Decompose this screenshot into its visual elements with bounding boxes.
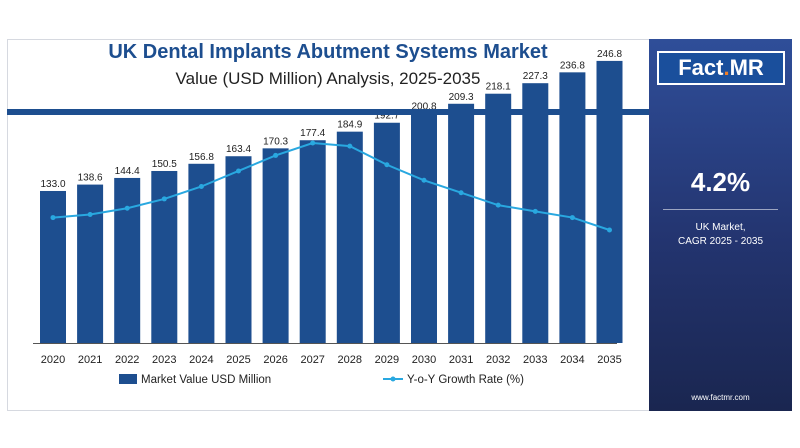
growth-point-2026 bbox=[273, 152, 279, 158]
value-label-2026: 170.3 bbox=[263, 136, 288, 147]
chart-panel: 133.0 138.6 144.4 150.5 156.8 163.4 170.3 177.4… bbox=[7, 39, 649, 411]
bar-2026 bbox=[262, 148, 289, 343]
x-tick-label-2025: 2025 bbox=[226, 354, 250, 366]
bar-2029 bbox=[373, 122, 400, 343]
legend-line-marker bbox=[390, 376, 396, 382]
growth-point-2033 bbox=[532, 208, 538, 214]
growth-point-2027 bbox=[310, 140, 316, 146]
value-label-2028: 184.9 bbox=[337, 120, 362, 131]
bar-2024 bbox=[188, 163, 215, 343]
x-tick-label-2035: 2035 bbox=[597, 354, 621, 366]
x-tick-label-2024: 2024 bbox=[189, 354, 213, 366]
bar-2034 bbox=[559, 72, 586, 344]
chart-svg: 133.0 138.6 144.4 150.5 156.8 163.4 170.3 177.4… bbox=[33, 49, 623, 386]
factmr-logo: Fact. MR bbox=[657, 51, 785, 85]
bar-2035 bbox=[596, 60, 623, 344]
x-tick-label-2031: 2031 bbox=[449, 354, 473, 366]
x-tick-label-2033: 2033 bbox=[523, 354, 547, 366]
logo-dot: . bbox=[723, 55, 730, 80]
legend-bar-swatch bbox=[119, 374, 137, 384]
growth-point-2025 bbox=[236, 168, 241, 174]
logo-suffix: MR bbox=[729, 55, 764, 80]
x-tick-label-2030: 2030 bbox=[412, 354, 436, 366]
cagr-value: 4.2% bbox=[690, 167, 751, 197]
growth-point-2030 bbox=[421, 177, 427, 183]
bar-2022 bbox=[114, 177, 141, 343]
x-tick-label-2034: 2034 bbox=[560, 354, 584, 366]
x-tick-label-2021: 2021 bbox=[78, 354, 102, 366]
growth-point-2023 bbox=[161, 196, 167, 202]
value-label-2027: 177.4 bbox=[300, 128, 325, 139]
growth-point-2024 bbox=[198, 184, 204, 189]
legend-line-label: Y-o-Y Growth Rate (%) bbox=[407, 374, 524, 386]
value-label-2022: 144.4 bbox=[115, 166, 140, 177]
bar-2030 bbox=[411, 113, 437, 344]
cagr-label-line2: CAGR 2025 - 2035 bbox=[677, 236, 764, 247]
x-tick-label-2020: 2020 bbox=[41, 354, 65, 366]
value-label-2030: 200.8 bbox=[411, 101, 436, 112]
value-label-2031: 209.3 bbox=[449, 92, 474, 103]
growth-point-2029 bbox=[384, 162, 390, 168]
bar-2027 bbox=[299, 140, 326, 343]
value-label-2033: 227.3 bbox=[523, 71, 548, 82]
growth-rate-line bbox=[52, 141, 610, 231]
bar-2025 bbox=[225, 156, 252, 343]
website-link[interactable]: www.factmr.com bbox=[691, 393, 750, 402]
value-label-2023: 150.5 bbox=[152, 159, 177, 170]
growth-point-2021 bbox=[87, 211, 93, 217]
sidebar: Fact. MR 4.2% UK Market, CAGR 2025 - 2035… bbox=[649, 39, 792, 411]
bar-2020 bbox=[40, 190, 66, 343]
growth-point-2028 bbox=[347, 143, 353, 149]
value-label-2020: 133.0 bbox=[40, 179, 65, 190]
value-label-2034: 236.8 bbox=[560, 60, 585, 71]
bar-2032 bbox=[485, 93, 512, 343]
growth-point-2031 bbox=[458, 190, 464, 196]
x-tick-label-2029: 2029 bbox=[375, 354, 399, 366]
growth-point-2034 bbox=[569, 215, 575, 221]
bar-2031 bbox=[448, 103, 475, 343]
chart-subtitle: Value (USD Million) Analysis, 2025-2035 bbox=[175, 69, 481, 88]
value-label-2029: 192.7 bbox=[374, 111, 399, 122]
growth-point-2035 bbox=[607, 227, 612, 233]
cagr-divider bbox=[663, 209, 778, 210]
growth-point-2020 bbox=[50, 215, 56, 221]
bar-2028 bbox=[336, 131, 363, 343]
x-tick-label-2023: 2023 bbox=[152, 354, 176, 366]
x-tick-label-2026: 2026 bbox=[263, 354, 287, 366]
value-label-2032: 218.1 bbox=[486, 82, 511, 93]
x-tick-label-2027: 2027 bbox=[300, 354, 324, 366]
value-label-2024: 156.8 bbox=[189, 152, 214, 163]
value-label-2035: 246.8 bbox=[597, 49, 622, 60]
logo-brand: Fact bbox=[678, 55, 724, 80]
value-label-2025: 163.4 bbox=[226, 144, 251, 155]
value-label-2021: 138.6 bbox=[78, 173, 103, 184]
cagr-label-line1: UK Market, bbox=[695, 222, 746, 233]
growth-point-2032 bbox=[495, 202, 501, 208]
cagr-label: UK Market, CAGR 2025 - 2035 bbox=[649, 221, 792, 249]
x-tick-label-2022: 2022 bbox=[115, 354, 139, 366]
legend-bar-label: Market Value USD Million bbox=[141, 374, 271, 386]
title-divider bbox=[7, 109, 649, 115]
chart-title: UK Dental Implants Abutment Systems Mark… bbox=[108, 41, 548, 63]
bar-2021 bbox=[77, 184, 104, 343]
growth-point-2022 bbox=[124, 205, 130, 211]
x-tick-label-2032: 2032 bbox=[486, 354, 510, 366]
x-tick-label-2028: 2028 bbox=[338, 354, 362, 366]
